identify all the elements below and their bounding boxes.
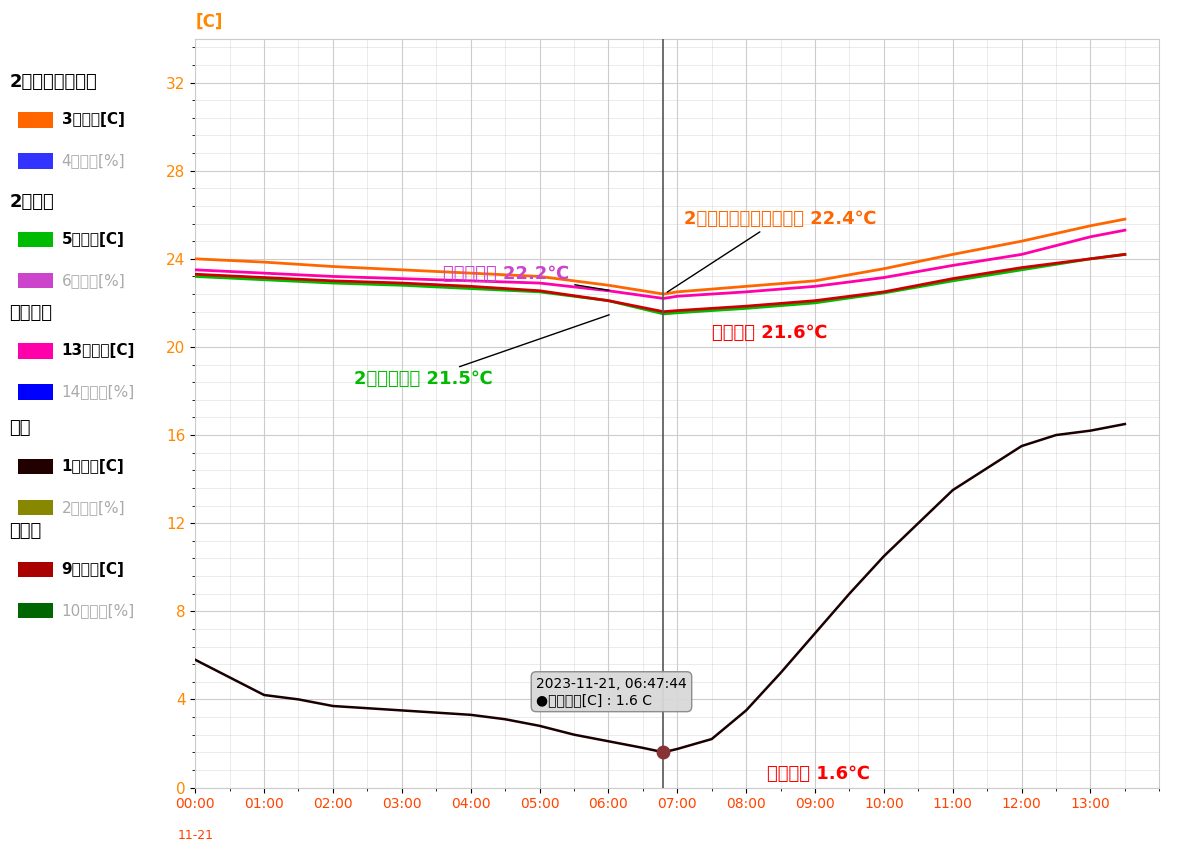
Text: 2）湿度[%]: 2）湿度[%] [62, 500, 125, 515]
Text: 5）温度[C]: 5）温度[C] [62, 232, 124, 247]
Text: 9）温度[C]: 9）温度[C] [62, 562, 124, 577]
Text: 脱衣室: 脱衣室 [9, 522, 41, 540]
Text: 10）湿度[%]: 10）湿度[%] [62, 603, 135, 618]
Text: 6）湿度[%]: 6）湿度[%] [62, 273, 125, 288]
Text: 外気: 外気 [9, 419, 31, 437]
Text: 11-21: 11-21 [177, 829, 213, 841]
Text: 14）湿度[%]: 14）湿度[%] [62, 384, 135, 400]
Text: 脱衣室　 21.6℃: 脱衣室 21.6℃ [712, 324, 827, 342]
Text: 2階ファミリール: 2階ファミリール [9, 73, 97, 91]
Text: 2023-11-21, 06:47:44
●１）温度[C] : 1.6 C: 2023-11-21, 06:47:44 ●１）温度[C] : 1.6 C [536, 676, 687, 707]
Text: 1）温度[C]: 1）温度[C] [62, 459, 124, 474]
Text: 2階主寸室　 21.5℃: 2階主寸室 21.5℃ [354, 315, 609, 389]
Text: 外気温　 1.6℃: 外気温 1.6℃ [767, 764, 870, 782]
Text: リビング　 22.2℃: リビング 22.2℃ [444, 265, 609, 290]
Text: 13）温度[C]: 13）温度[C] [62, 343, 135, 359]
Text: 2階ファミリールーム　 22.4℃: 2階ファミリールーム 22.4℃ [667, 210, 877, 292]
Text: 4）湿度[%]: 4）湿度[%] [62, 153, 125, 169]
Text: 2階寸室: 2階寸室 [9, 193, 54, 211]
Text: 3）温度[C]: 3）温度[C] [62, 112, 124, 128]
Text: リビング: リビング [9, 304, 52, 322]
Text: [C]: [C] [195, 13, 222, 31]
